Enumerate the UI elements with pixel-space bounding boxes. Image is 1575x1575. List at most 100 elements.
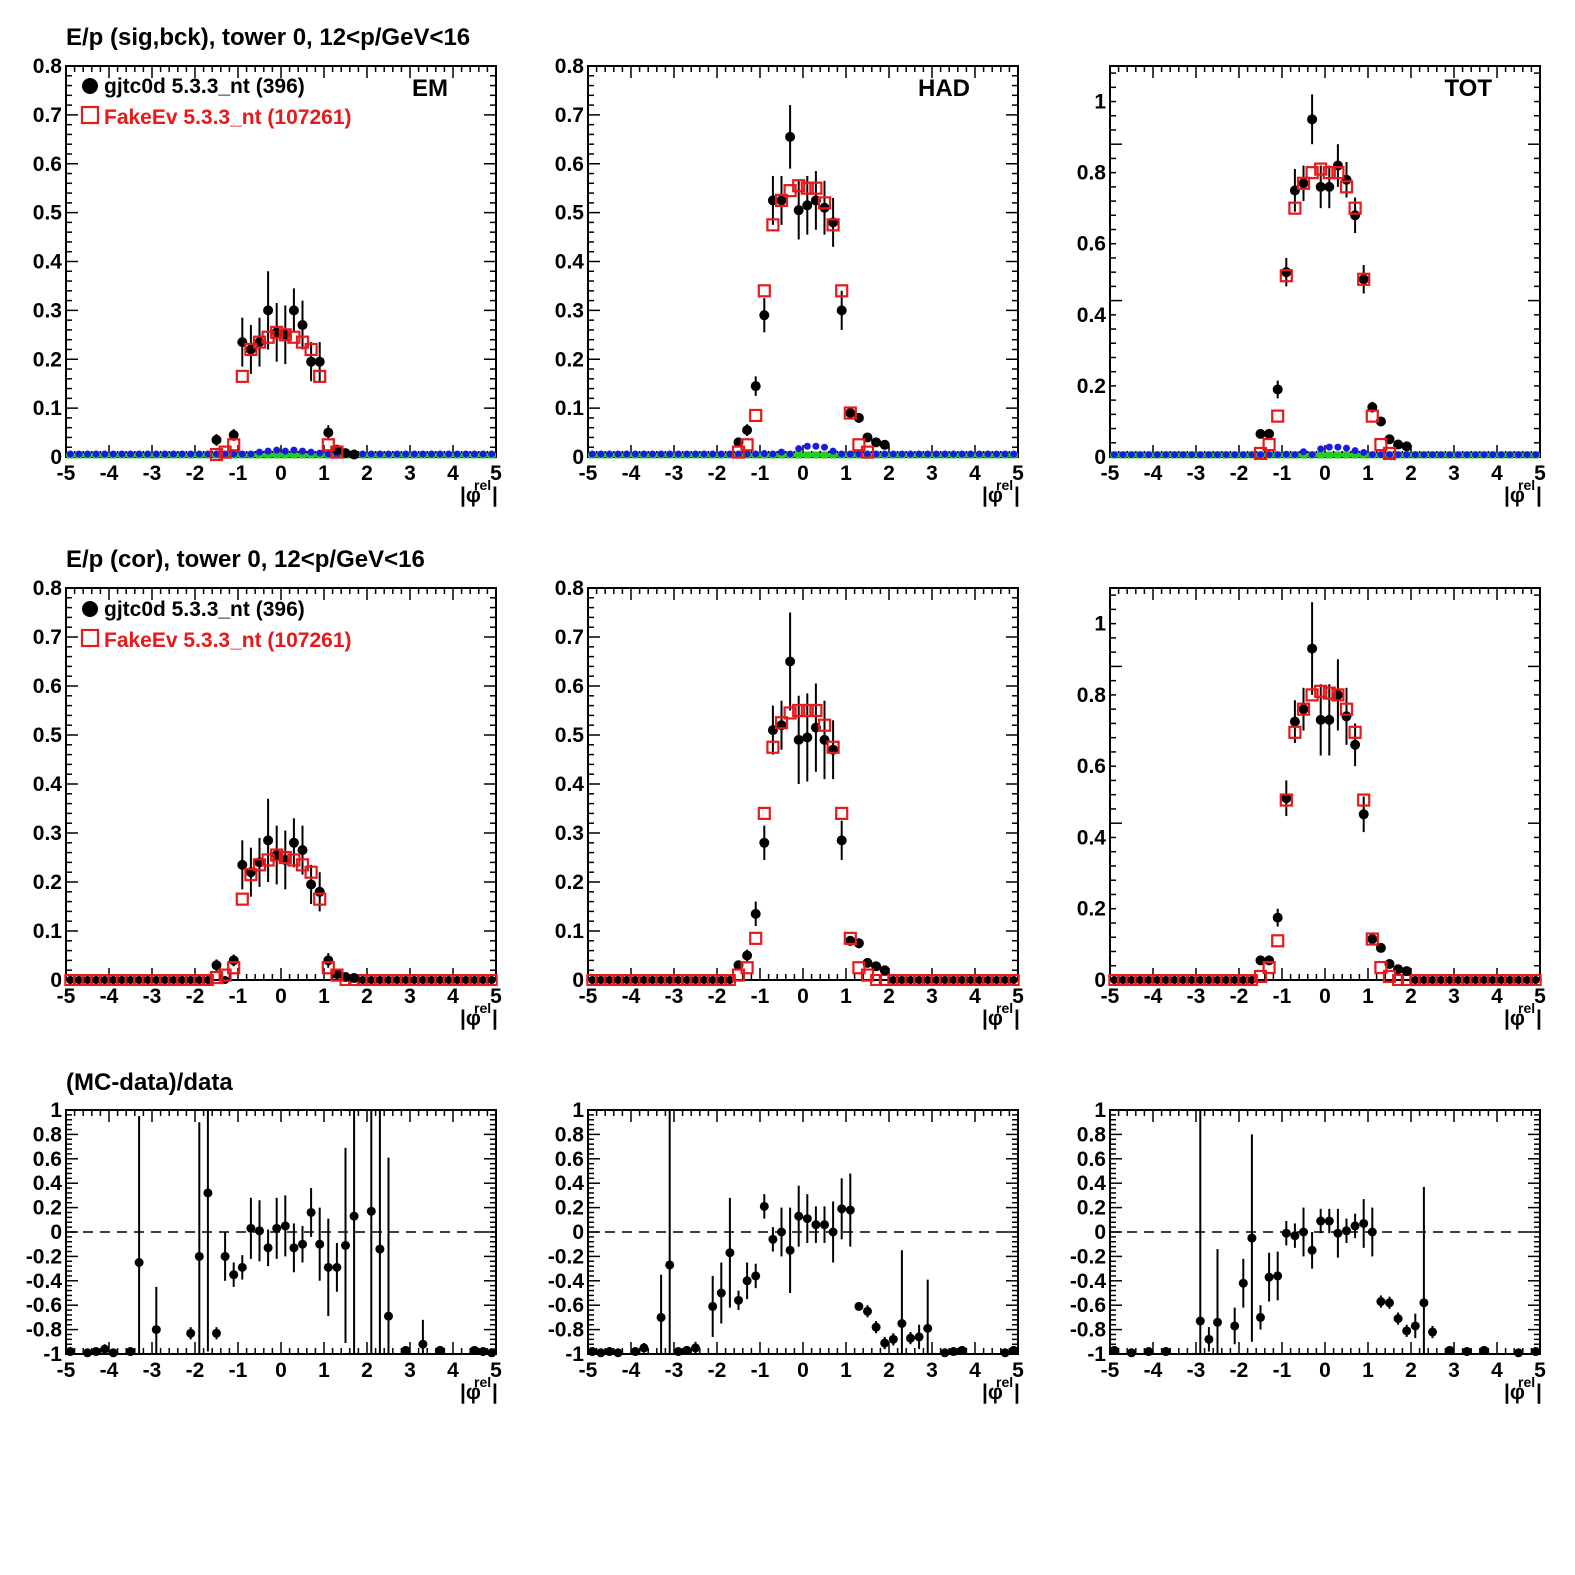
data-point — [1213, 1317, 1222, 1327]
x-tick-label: 4 — [969, 462, 981, 485]
x-tick-label: 5 — [1012, 1359, 1024, 1382]
data-point — [211, 960, 222, 971]
y-tick-label: 0.6 — [555, 675, 584, 698]
background-data-point — [1231, 451, 1239, 459]
data-point — [444, 976, 453, 984]
x-tick-label: -2 — [708, 1359, 727, 1382]
mc-point — [1365, 409, 1379, 423]
background-data-point — [1136, 451, 1144, 459]
data-point — [1480, 976, 1489, 984]
data-point — [923, 1323, 933, 1333]
data-point — [143, 976, 152, 984]
y-tick-label: 0.7 — [33, 104, 62, 127]
x-tick-label: 5 — [1534, 1359, 1546, 1382]
background-data-point — [683, 450, 691, 458]
background-data-point — [385, 450, 392, 458]
background-data-point — [898, 450, 906, 458]
x-tick-label: -5 — [57, 985, 76, 1008]
y-tick-label: -0.6 — [26, 1294, 62, 1317]
x-tick-label: 1 — [1362, 985, 1374, 1008]
data-point — [1350, 1221, 1360, 1231]
background-data-point — [855, 450, 863, 458]
data-point — [1110, 976, 1119, 984]
mc-point — [1305, 166, 1319, 180]
mc-point — [278, 328, 292, 342]
background-data-point — [1437, 451, 1445, 459]
mc-point — [731, 445, 746, 459]
mc-point — [304, 342, 318, 357]
mc-point — [218, 968, 232, 982]
data-point — [1144, 976, 1153, 984]
x-tick-label: 4 — [969, 985, 981, 1008]
x-axis-label-sup: rel — [1518, 477, 1535, 493]
x-axis-label: |φ — [982, 484, 1003, 507]
data-point — [229, 1270, 239, 1280]
data-point — [1367, 934, 1378, 945]
data-point — [349, 449, 360, 460]
x-tick-label: 0 — [1319, 985, 1331, 1008]
data-point — [349, 973, 360, 984]
data-point — [785, 1245, 795, 1255]
y-tick-label: 0.6 — [1077, 755, 1106, 778]
data-point — [384, 976, 393, 984]
y-tick-label: 0.6 — [1077, 1148, 1106, 1171]
data-point — [682, 976, 691, 984]
data-point — [186, 1328, 196, 1338]
background-data-point — [101, 450, 109, 458]
data-point — [478, 1347, 488, 1357]
mc-point — [1331, 166, 1345, 180]
panel-label: EM — [412, 75, 448, 102]
data-point — [975, 976, 984, 984]
background-data-point — [915, 450, 923, 458]
mc-point — [1007, 974, 1020, 986]
data-point — [220, 1251, 230, 1261]
data-point — [880, 1338, 890, 1348]
data-point — [759, 310, 770, 321]
data-point — [1445, 976, 1454, 984]
y-tick-label: 0.8 — [33, 55, 63, 78]
data-point — [1298, 704, 1309, 715]
x-tick-label: -5 — [57, 1359, 76, 1382]
data-point — [1497, 976, 1506, 984]
x-tick-label: 1 — [1362, 1359, 1374, 1382]
background-data-point — [213, 450, 220, 458]
data-point — [314, 356, 325, 367]
data-point — [1264, 955, 1275, 966]
data-point — [802, 200, 813, 211]
data-point — [126, 976, 135, 984]
x-tick-label: 3 — [926, 1359, 938, 1382]
mc-point — [809, 703, 823, 718]
data-point — [306, 1207, 316, 1217]
mc-point — [313, 892, 327, 906]
data-point — [1127, 976, 1136, 984]
y-tick-label: -0.8 — [26, 1319, 63, 1342]
x-tick-label: -1 — [229, 1359, 248, 1382]
data-point — [211, 434, 222, 445]
data-point — [802, 732, 813, 743]
x-axis-label-sup: rel — [1518, 1374, 1535, 1390]
y-tick-label: 0.3 — [33, 822, 62, 845]
y-tick-label: 0 — [50, 969, 62, 992]
background-data-point — [640, 450, 648, 458]
background-data-point — [1411, 451, 1419, 459]
y-tick-label: 0.7 — [33, 626, 62, 649]
mc-point — [1529, 974, 1542, 986]
data-point — [1411, 976, 1420, 984]
x-tick-label: -3 — [665, 985, 684, 1008]
data-point — [83, 976, 92, 984]
x-tick-label: 4 — [1491, 985, 1503, 1008]
data-point — [1410, 1321, 1420, 1331]
data-point — [1256, 1312, 1265, 1322]
x-tick-label: 1 — [840, 985, 852, 1008]
data-point — [665, 1260, 675, 1270]
data-point — [700, 976, 709, 984]
x-tick-label: 0 — [275, 985, 287, 1008]
data-point — [436, 976, 445, 984]
data-point — [367, 976, 376, 984]
x-tick-label: 5 — [1012, 462, 1024, 485]
x-tick-label: -4 — [100, 985, 119, 1008]
y-tick-label: -0.6 — [548, 1294, 584, 1317]
data-point — [1204, 1334, 1214, 1344]
